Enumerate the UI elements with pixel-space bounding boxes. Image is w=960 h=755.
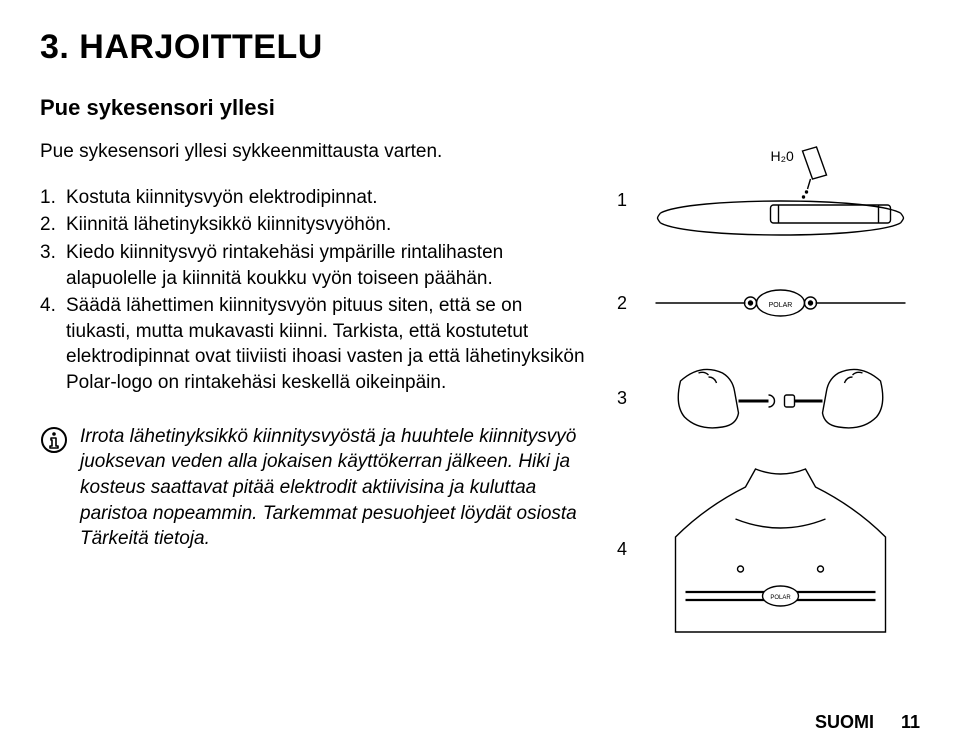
figure-1-wet-electrodes: H₂0: [641, 145, 920, 255]
step-number: 4.: [40, 293, 66, 396]
figure-row: 3: [615, 351, 920, 446]
content-row: Pue sykesensori yllesi sykkeenmittausta …: [40, 139, 920, 652]
info-block: Irrota lähetinyksikkö kiinnitysvyöstä ja…: [40, 424, 585, 552]
figure-number: 1: [615, 190, 627, 211]
figure-3-hook-strap: [641, 351, 920, 446]
figure-number: 4: [615, 539, 627, 560]
section-heading: Pue sykesensori yllesi: [40, 95, 920, 121]
step-item: 1. Kostuta kiinnitysvyön elektrodipinnat…: [40, 185, 585, 211]
step-item: 4. Säädä lähettimen kiinnitysvyön pituus…: [40, 293, 585, 396]
step-text: Kiedo kiinnitysvyö rintakehäsi ympärille…: [66, 240, 585, 291]
figure-number: 2: [615, 293, 627, 314]
step-text: Kiinnitä lähetinyksikkö kiinnitysvyöhön.: [66, 212, 585, 238]
step-text: Säädä lähettimen kiinnitysvyön pituus si…: [66, 293, 585, 396]
text-column: Pue sykesensori yllesi sykkeenmittausta …: [40, 139, 585, 652]
figure-row: 2 POLAR: [615, 273, 920, 333]
h2o-label: H₂0: [771, 148, 795, 164]
step-list: 1. Kostuta kiinnitysvyön elektrodipinnat…: [40, 185, 585, 396]
page-footer: SUOMI 11: [815, 712, 920, 733]
footer-page-number: 11: [901, 712, 920, 732]
info-icon: [40, 426, 68, 454]
step-number: 1.: [40, 185, 66, 211]
svg-text:POLAR: POLAR: [769, 302, 793, 309]
step-text: Kostuta kiinnitysvyön elektrodipinnat.: [66, 185, 585, 211]
figure-row: 4 POLAR: [615, 464, 920, 634]
figure-2-attach-transmitter: POLAR: [641, 273, 920, 333]
step-number: 3.: [40, 240, 66, 291]
figure-4-worn-on-chest: POLAR: [641, 464, 920, 634]
step-item: 3. Kiedo kiinnitysvyö rintakehäsi ympäri…: [40, 240, 585, 291]
step-item: 2. Kiinnitä lähetinyksikkö kiinnitysvyöh…: [40, 212, 585, 238]
footer-language: SUOMI: [815, 712, 874, 732]
intro-text: Pue sykesensori yllesi sykkeenmittausta …: [40, 139, 585, 165]
figure-number: 3: [615, 388, 627, 409]
page-title: 3. HARJOITTELU: [40, 28, 920, 67]
figure-column: 1 H₂0: [615, 139, 920, 652]
step-number: 2.: [40, 212, 66, 238]
svg-text:POLAR: POLAR: [770, 595, 791, 601]
info-text: Irrota lähetinyksikkö kiinnitysvyöstä ja…: [80, 424, 585, 552]
figure-row: 1 H₂0: [615, 145, 920, 255]
